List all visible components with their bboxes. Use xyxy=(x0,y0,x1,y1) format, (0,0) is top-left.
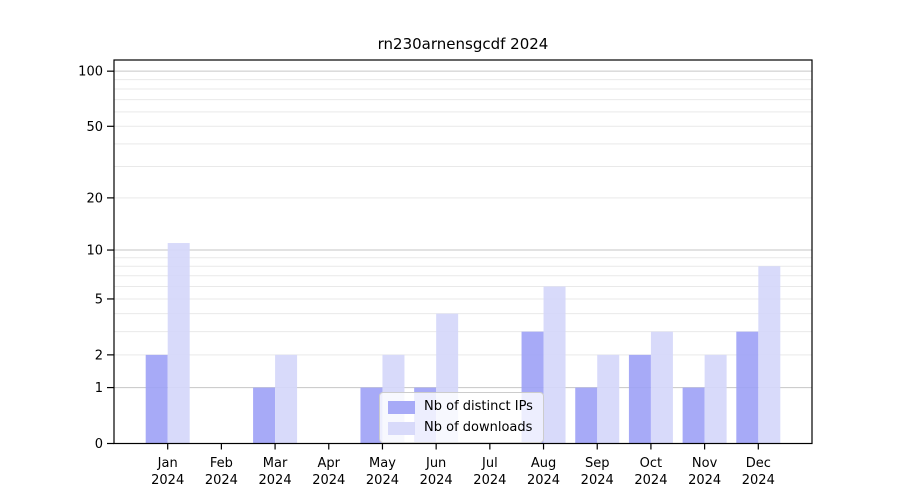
chart-title: rn230arnensgcdf 2024 xyxy=(377,35,549,53)
bar-distinct-ips-Jan xyxy=(145,354,168,444)
x-tick-label-year: 2024 xyxy=(473,473,506,488)
y-tick-label: 100 xyxy=(78,65,103,80)
y-tick-label: 20 xyxy=(86,191,103,206)
x-tick-label-year: 2024 xyxy=(205,473,238,488)
x-tick-label-month: Jun xyxy=(425,456,446,471)
legend-label-downloads: Nb of downloads xyxy=(424,420,533,435)
bar-downloads-Oct xyxy=(650,331,673,444)
bar-downloads-Dec xyxy=(758,266,781,444)
y-tick-label: 0 xyxy=(95,437,103,452)
x-tick-label-year: 2024 xyxy=(688,473,721,488)
plot-frame xyxy=(113,59,813,445)
bar-downloads-Nov xyxy=(704,354,727,444)
y-tick-label: 5 xyxy=(95,292,103,307)
legend-swatch-downloads-icon xyxy=(388,421,415,435)
x-tick-label-month: Dec xyxy=(746,456,771,471)
legend-label-distinct-ips: Nb of distinct IPs xyxy=(424,399,533,414)
x-tick-label-year: 2024 xyxy=(420,473,453,488)
bar-downloads-Jan xyxy=(167,243,190,444)
y-tick-label: 10 xyxy=(86,244,103,259)
bar-distinct-ips-Nov xyxy=(682,387,705,444)
x-tick-label-year: 2024 xyxy=(259,473,292,488)
legend-swatch-distinct-ips-icon xyxy=(388,400,415,414)
bar-downloads-Mar xyxy=(275,354,298,444)
y-tick-label: 50 xyxy=(86,120,103,135)
x-tick-label-year: 2024 xyxy=(366,473,399,488)
bar-distinct-ips-Oct xyxy=(628,354,651,444)
bar-downloads-Sep xyxy=(597,354,620,444)
legend: Nb of distinct IPs Nb of downloads xyxy=(379,392,544,443)
y-tick-label: 2 xyxy=(95,348,103,363)
x-tick-label-month: Aug xyxy=(531,456,556,471)
bar-distinct-ips-May xyxy=(360,387,383,444)
x-tick-label-year: 2024 xyxy=(742,473,775,488)
x-tick-label-month: Oct xyxy=(640,456,662,471)
x-tick-label-month: Jul xyxy=(481,456,498,471)
bar-distinct-ips-Dec xyxy=(736,331,759,444)
x-tick-label-month: Feb xyxy=(210,456,233,471)
x-tick-label-year: 2024 xyxy=(151,473,184,488)
bar-distinct-ips-Sep xyxy=(575,387,598,444)
x-tick-label-month: Nov xyxy=(692,456,718,471)
bar-distinct-ips-Mar xyxy=(253,387,276,444)
x-tick-label-month: Sep xyxy=(585,456,610,471)
y-tick-label: 1 xyxy=(95,381,103,396)
x-tick-label-month: Apr xyxy=(318,456,341,471)
x-tick-label-year: 2024 xyxy=(581,473,614,488)
x-tick-label-year: 2024 xyxy=(312,473,345,488)
legend-item-downloads: Nb of downloads xyxy=(388,420,533,436)
x-tick-label-month: May xyxy=(369,456,396,471)
bar-downloads-Aug xyxy=(543,286,566,444)
x-tick-label-month: Mar xyxy=(263,456,288,471)
legend-item-distinct-ips: Nb of distinct IPs xyxy=(388,399,533,415)
x-tick-label-year: 2024 xyxy=(527,473,560,488)
x-tick-label-year: 2024 xyxy=(634,473,667,488)
x-tick-label-month: Jan xyxy=(157,456,178,471)
